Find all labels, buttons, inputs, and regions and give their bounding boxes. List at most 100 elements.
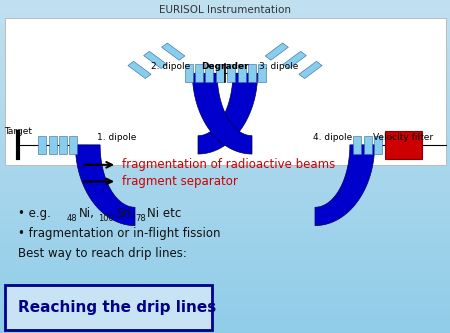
Text: 100: 100 xyxy=(98,213,114,223)
Bar xyxy=(162,43,185,60)
Bar xyxy=(0,82,450,83)
Bar xyxy=(0,311,450,313)
Polygon shape xyxy=(193,73,252,154)
Bar xyxy=(0,77,450,78)
Bar xyxy=(0,271,450,273)
Bar xyxy=(0,168,450,170)
Bar xyxy=(0,123,450,125)
Bar xyxy=(0,60,450,62)
Text: Velocity filter: Velocity filter xyxy=(373,133,433,142)
Bar xyxy=(0,225,450,226)
Bar xyxy=(0,241,450,243)
Text: 3. dipole: 3. dipole xyxy=(259,62,299,71)
Bar xyxy=(0,128,450,130)
Bar xyxy=(0,88,450,90)
Bar xyxy=(0,37,450,38)
Bar xyxy=(0,263,450,265)
Bar xyxy=(0,280,450,281)
Bar xyxy=(0,160,450,162)
Bar xyxy=(0,191,450,193)
Bar xyxy=(0,228,450,230)
Bar xyxy=(0,305,450,306)
Bar xyxy=(0,112,450,113)
Polygon shape xyxy=(75,145,135,226)
Bar xyxy=(0,208,450,210)
Bar xyxy=(69,136,77,154)
Polygon shape xyxy=(198,73,257,154)
Bar xyxy=(0,310,450,311)
Bar xyxy=(0,245,450,246)
Bar xyxy=(0,3,450,5)
Bar xyxy=(0,313,450,315)
Bar xyxy=(0,238,450,240)
Text: 1. dipole: 1. dipole xyxy=(97,133,137,142)
Bar xyxy=(0,2,450,3)
Bar xyxy=(0,183,450,185)
Bar xyxy=(0,157,450,158)
Bar xyxy=(0,107,450,108)
Bar xyxy=(0,303,450,305)
Bar xyxy=(0,153,450,155)
Bar xyxy=(0,286,450,288)
Bar xyxy=(0,325,450,326)
Bar xyxy=(0,321,450,323)
Bar xyxy=(0,142,450,143)
Bar xyxy=(0,165,450,166)
Bar xyxy=(0,171,450,173)
Bar xyxy=(0,110,450,112)
Bar xyxy=(216,64,224,82)
Text: 4. dipole: 4. dipole xyxy=(313,133,353,142)
Bar xyxy=(0,30,450,32)
Bar xyxy=(0,288,450,290)
Bar xyxy=(0,298,450,300)
Bar xyxy=(0,108,450,110)
Bar xyxy=(0,258,450,260)
Text: 2. dipole: 2. dipole xyxy=(151,62,191,71)
Text: • fragmentation or in-flight fission: • fragmentation or in-flight fission xyxy=(18,226,220,240)
Bar xyxy=(0,62,450,63)
Bar xyxy=(0,181,450,183)
Bar xyxy=(0,246,450,248)
Bar xyxy=(0,80,450,82)
Bar xyxy=(0,213,450,215)
Bar xyxy=(0,196,450,198)
Bar xyxy=(0,32,450,33)
Bar xyxy=(0,201,450,203)
Bar xyxy=(0,253,450,255)
Bar xyxy=(0,42,450,43)
Bar xyxy=(0,100,450,102)
Bar xyxy=(0,163,450,165)
Bar xyxy=(0,248,450,250)
Bar xyxy=(0,97,450,98)
Bar xyxy=(0,330,450,331)
Bar xyxy=(0,283,450,285)
Text: EURISOL Instrumentation: EURISOL Instrumentation xyxy=(159,5,291,15)
Bar xyxy=(0,326,450,328)
Bar xyxy=(144,51,167,69)
Bar xyxy=(374,136,382,154)
Bar xyxy=(0,223,450,225)
Bar xyxy=(0,102,450,103)
Bar xyxy=(0,290,450,291)
Text: 78: 78 xyxy=(135,213,146,223)
Bar xyxy=(0,175,450,176)
Bar xyxy=(0,198,450,200)
Bar xyxy=(0,130,450,132)
Bar xyxy=(0,72,450,73)
Bar xyxy=(0,316,450,318)
Bar xyxy=(0,218,450,220)
Bar xyxy=(0,215,450,216)
Bar xyxy=(0,166,450,168)
Bar xyxy=(238,64,246,82)
Bar xyxy=(0,186,450,188)
Bar xyxy=(0,200,450,201)
Bar xyxy=(0,33,450,35)
Bar xyxy=(0,328,450,330)
Bar xyxy=(0,103,450,105)
Bar xyxy=(0,10,450,12)
Bar xyxy=(0,45,450,47)
Bar xyxy=(0,55,450,57)
Bar xyxy=(0,23,450,25)
Bar xyxy=(0,68,450,70)
Bar xyxy=(0,155,450,157)
